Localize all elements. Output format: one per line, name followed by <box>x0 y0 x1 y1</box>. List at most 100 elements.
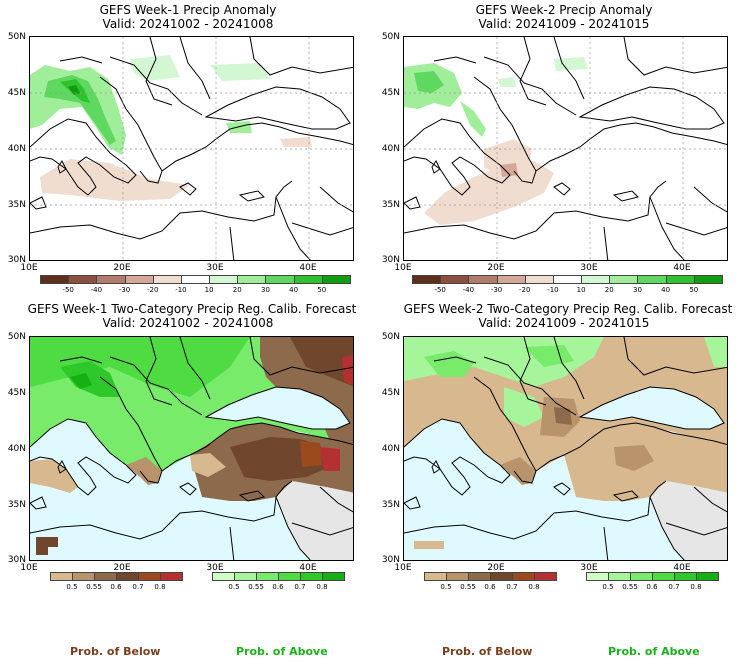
panel-week1-anomaly: GEFS Week-1 Precip Anomaly Valid: 202410… <box>0 0 376 330</box>
lat-label: 50N <box>381 332 400 342</box>
colorbar-swatch <box>321 275 351 284</box>
colorbar-tick-label: 0.7 <box>668 583 680 591</box>
colorbar-tick-label: 0.8 <box>690 583 702 591</box>
colorbar-swatch <box>256 572 279 581</box>
lat-label: 30N <box>7 555 26 565</box>
colorbar-tick-label: 20 <box>604 286 614 294</box>
panel-week2-probability: GEFS Week-2 Two-Category Precip Reg. Cal… <box>376 300 752 662</box>
prob-below-label: Prob. of Below <box>442 645 533 658</box>
anomaly-colorbar: -50 -40 -30 -20 -10 10 20 30 40 50 <box>412 275 723 297</box>
lat-label: 30N <box>381 555 400 565</box>
probability-shading <box>30 337 353 560</box>
colorbar-swatch <box>293 275 323 284</box>
colorbar-tick-label: 30 <box>632 286 642 294</box>
colorbar-tick-label: 10 <box>204 286 214 294</box>
lat-label: 45N <box>7 388 26 398</box>
lat-label: 30N <box>7 255 26 265</box>
colorbar-tick-label: -30 <box>490 286 503 294</box>
colorbar-swatch <box>209 275 239 284</box>
lat-label: 45N <box>7 88 26 98</box>
colorbar-swatch <box>96 275 126 284</box>
lat-label: 40N <box>7 444 26 454</box>
probability-shading <box>404 337 727 560</box>
colorbar-swatch <box>180 275 211 284</box>
colorbar-swatch <box>524 275 554 284</box>
colorbar-swatch <box>496 275 526 284</box>
colorbar-tick-label: -50 <box>62 286 74 294</box>
panel-valid-dates: Valid: 20241002 - 20241008 <box>102 316 274 330</box>
colorbar-swatch <box>674 572 697 581</box>
colorbar-tick-label: -10 <box>547 286 559 294</box>
lat-label: 40N <box>7 144 26 154</box>
lat-label: 50N <box>381 32 400 42</box>
graticule <box>404 37 727 260</box>
colorbar-tick-label: 50 <box>689 286 699 294</box>
colorbar-tick-label: 40 <box>289 286 299 294</box>
colorbar-tick-label: 0.7 <box>132 583 144 591</box>
colorbar-tick-label: 0.55 <box>622 583 638 591</box>
lon-label: 10E <box>20 263 38 273</box>
colorbar-swatch <box>138 572 161 581</box>
colorbar-tick-label: 0.7 <box>294 583 306 591</box>
colorbar-swatch <box>234 572 257 581</box>
panel-valid-dates: Valid: 20241009 - 20241015 <box>478 316 650 330</box>
coastlines <box>404 37 727 260</box>
prob-above-label: Prob. of Above <box>236 645 328 658</box>
lat-label: 40N <box>381 144 400 154</box>
panel-valid-dates: Valid: 20241002 - 20241008 <box>102 17 274 31</box>
prob-below-colorbar: 0.5 0.55 0.6 0.7 0.8 <box>424 572 557 594</box>
colorbar-swatch <box>586 572 609 581</box>
lat-label: 35N <box>381 200 400 210</box>
colorbar-tick-label: 0.55 <box>460 583 476 591</box>
lon-label: 20E <box>113 263 131 273</box>
panel-week2-anomaly: GEFS Week-2 Precip Anomaly Valid: 202410… <box>376 0 752 330</box>
colorbar-tick-label: 10 <box>576 286 586 294</box>
colorbar-tick-label: 20 <box>232 286 242 294</box>
precip-anomaly-shading <box>404 57 588 225</box>
colorbar-swatch <box>609 275 639 284</box>
colorbar-tick-label: 0.6 <box>110 583 122 591</box>
lon-label: 40E <box>673 263 691 273</box>
colorbar-swatch <box>40 275 70 284</box>
colorbar-tick-label: -40 <box>90 286 103 294</box>
panel-week1-probability: GEFS Week-1 Two-Category Precip Reg. Cal… <box>0 300 376 662</box>
colorbar-swatch <box>300 572 323 581</box>
prob-above-colorbar: 0.5 0.55 0.6 0.7 0.8 <box>212 572 345 594</box>
colorbar-swatch <box>424 572 447 581</box>
prob-below-label: Prob. of Below <box>70 645 161 658</box>
colorbar-swatch <box>512 572 535 581</box>
lon-label: 40E <box>299 563 317 573</box>
colorbar-tick-label: 0.7 <box>506 583 518 591</box>
colorbar-swatch <box>637 275 667 284</box>
coastlines <box>30 337 353 560</box>
lat-label: 45N <box>381 388 400 398</box>
prob-above-colorbar: 0.5 0.55 0.6 0.7 0.8 <box>586 572 719 594</box>
colorbar-swatch <box>581 275 611 284</box>
colorbar-tick-label: 0.6 <box>484 583 496 591</box>
lat-label: 35N <box>7 200 26 210</box>
anomaly-colorbar: -50 -40 -30 -20 -10 10 20 30 40 50 <box>40 275 351 297</box>
colorbar-swatch <box>552 275 583 284</box>
lat-label: 50N <box>7 332 26 342</box>
colorbar-tick-label: -30 <box>118 286 131 294</box>
panel-title: GEFS Week-1 Precip Anomaly <box>99 3 277 17</box>
colorbar-swatch <box>160 572 183 581</box>
colorbar-tick-label: 0.55 <box>86 583 102 591</box>
colorbar-tick-label: 0.6 <box>272 583 284 591</box>
colorbar-swatch <box>50 572 73 581</box>
colorbar-tick-label: 50 <box>317 286 327 294</box>
lon-label: 30E <box>206 563 224 573</box>
colorbar-tick-label: 0.5 <box>602 583 614 591</box>
colorbar-swatch <box>152 275 182 284</box>
colorbar-tick-label: 0.5 <box>228 583 240 591</box>
colorbar-swatch <box>237 275 267 284</box>
lat-label: 35N <box>7 500 26 510</box>
colorbar-swatch <box>124 275 154 284</box>
colorbar-swatch <box>116 572 139 581</box>
panel-valid-dates: Valid: 20241009 - 20241015 <box>478 17 650 31</box>
colorbar-tick-label: -40 <box>462 286 475 294</box>
probability-map-week1 <box>29 336 354 561</box>
colorbar-tick-label: 0.8 <box>528 583 540 591</box>
colorbar-tick-label: -10 <box>175 286 187 294</box>
panel-title: GEFS Week-2 Precip Anomaly <box>475 3 653 17</box>
